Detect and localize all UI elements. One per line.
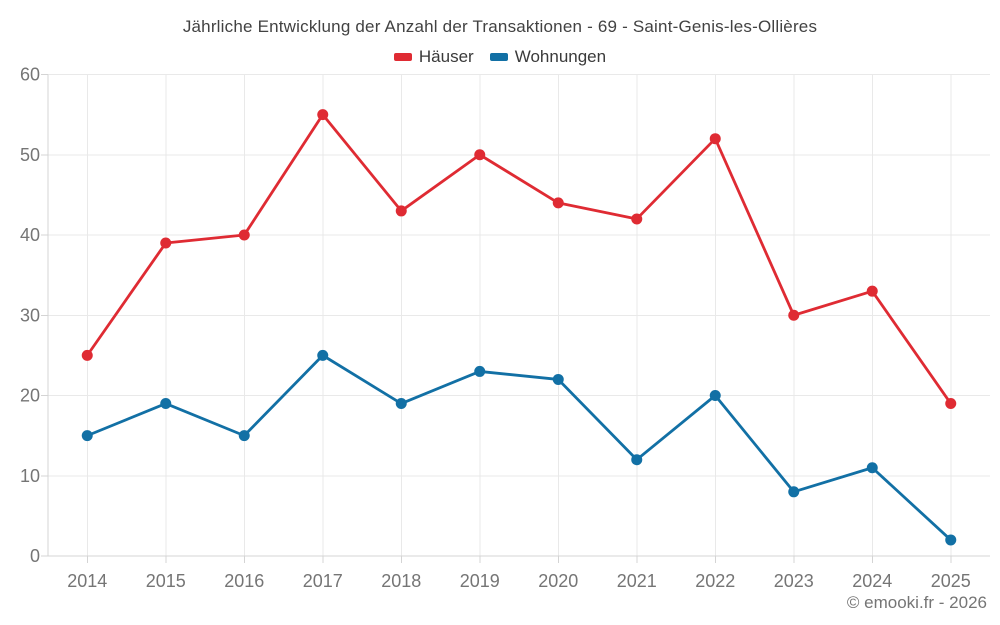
data-point-wohnungen-2016[interactable] — [238, 430, 250, 442]
data-point-wohnungen-2014[interactable] — [81, 430, 93, 442]
data-point-hauser-2014[interactable] — [81, 349, 93, 361]
legend-label-hauser: Häuser — [418, 47, 474, 66]
y-tick-label: 20 — [20, 386, 40, 406]
legend-swatch-wohnungen-icon — [489, 53, 508, 61]
x-tick-label: 2024 — [852, 571, 892, 591]
series-line-hauser — [85, 113, 953, 405]
data-point-hauser-2019[interactable] — [474, 149, 486, 161]
x-tick-label: 2023 — [774, 571, 814, 591]
y-tick-label: 0 — [30, 546, 40, 566]
x-tick-label: 2016 — [224, 571, 264, 591]
data-point-hauser-2021[interactable] — [631, 213, 643, 225]
x-tick-label: 2014 — [67, 571, 107, 591]
data-point-hauser-2018[interactable] — [395, 205, 407, 217]
data-point-wohnungen-2017[interactable] — [317, 349, 329, 361]
y-tick-label: 40 — [20, 225, 40, 245]
copyright-text: © emooki.fr - 2026 — [846, 593, 987, 612]
data-point-wohnungen-2019[interactable] — [474, 365, 486, 377]
data-point-hauser-2022[interactable] — [709, 133, 721, 145]
y-tick-label: 10 — [20, 466, 40, 486]
data-point-hauser-2025[interactable] — [945, 398, 957, 410]
data-point-wohnungen-2025[interactable] — [945, 534, 957, 546]
data-point-wohnungen-2021[interactable] — [631, 454, 643, 466]
chart-title: Jährliche Entwicklung der Anzahl der Tra… — [182, 17, 818, 36]
x-tick-label: 2021 — [617, 571, 657, 591]
y-tick-label: 50 — [20, 145, 40, 165]
x-tick-label: 2025 — [931, 571, 971, 591]
data-point-wohnungen-2015[interactable] — [160, 398, 172, 410]
y-tick-label: 30 — [20, 305, 40, 325]
data-point-wohnungen-2022[interactable] — [709, 390, 721, 401]
data-point-hauser-2020[interactable] — [552, 197, 564, 209]
x-tick-label: 2019 — [460, 571, 500, 591]
data-point-wohnungen-2024[interactable] — [866, 462, 878, 474]
legend-label-wohnungen: Wohnungen — [514, 47, 607, 66]
x-tick-label: 2018 — [381, 571, 421, 591]
legend-swatch-hauser-icon — [393, 53, 412, 61]
data-point-wohnungen-2020[interactable] — [552, 373, 564, 385]
data-point-hauser-2017[interactable] — [317, 109, 329, 121]
y-tick-label: 60 — [20, 65, 40, 85]
x-tick-label: 2015 — [146, 571, 186, 591]
data-point-hauser-2015[interactable] — [160, 237, 172, 249]
x-tick-label: 2017 — [303, 571, 343, 591]
x-tick-label: 2022 — [695, 571, 735, 591]
data-point-hauser-2016[interactable] — [238, 229, 250, 241]
data-point-hauser-2024[interactable] — [866, 285, 878, 297]
legend: Häuser Wohnungen — [0, 47, 1000, 67]
x-tick-label: 2020 — [538, 571, 578, 591]
data-point-wohnungen-2023[interactable] — [788, 486, 800, 498]
legend-item-wohnungen[interactable]: Wohnungen — [489, 47, 607, 67]
data-point-hauser-2023[interactable] — [788, 309, 800, 321]
series-line-wohnungen — [85, 353, 953, 542]
legend-item-hauser[interactable]: Häuser — [393, 47, 474, 67]
data-point-wohnungen-2018[interactable] — [395, 398, 407, 410]
